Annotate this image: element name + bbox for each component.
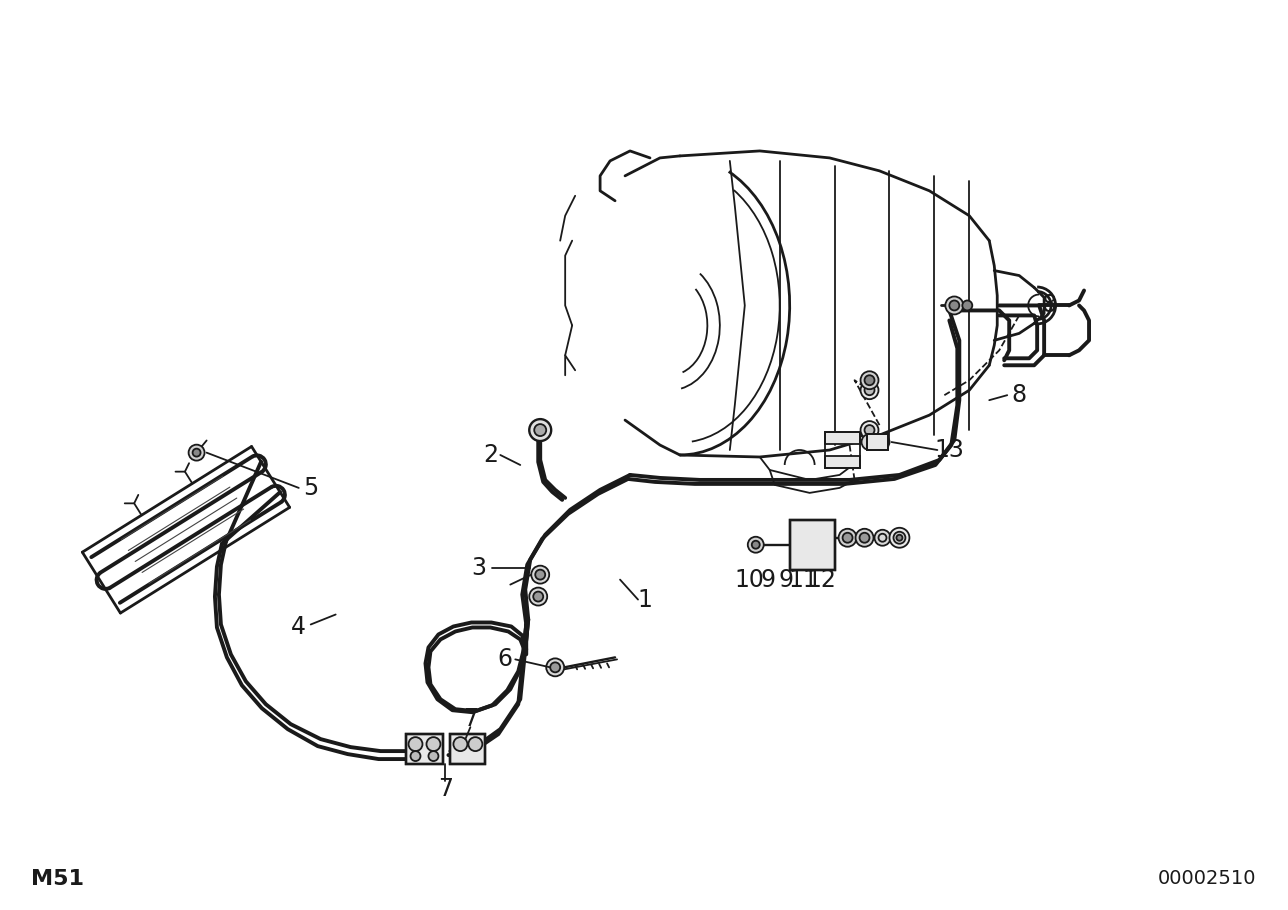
Text: 00002510: 00002510 [1158,869,1257,888]
Bar [867,434,889,450]
Circle shape [752,541,760,549]
Circle shape [426,737,440,751]
Circle shape [411,751,420,761]
Text: 8: 8 [1011,383,1027,407]
Text: 4: 4 [291,615,307,640]
Text: 3: 3 [471,556,486,580]
Text: 13: 13 [934,438,965,462]
Circle shape [429,751,438,761]
Circle shape [896,535,903,541]
Text: 7: 7 [438,777,453,801]
Text: 2: 2 [483,443,498,467]
Circle shape [535,424,546,436]
Circle shape [529,420,551,441]
Circle shape [949,300,960,310]
Circle shape [533,592,544,602]
Bar [867,434,889,450]
Text: M51: M51 [31,869,84,889]
Circle shape [748,537,764,552]
Bar [824,456,859,468]
Circle shape [862,434,877,450]
Circle shape [864,385,875,395]
Circle shape [453,737,468,751]
Bar [406,734,443,764]
Bar [790,520,835,570]
Bar [406,734,443,764]
Circle shape [193,449,201,457]
Circle shape [408,737,422,751]
Bar [451,734,486,764]
Bar [790,520,835,570]
Circle shape [469,737,482,751]
Circle shape [860,381,878,399]
Circle shape [860,371,878,389]
Text: 6: 6 [497,647,513,672]
Circle shape [550,662,560,672]
Circle shape [873,434,890,450]
Text: 7: 7 [462,707,478,732]
Circle shape [855,529,873,547]
Bar [824,432,859,444]
Circle shape [529,588,547,605]
Circle shape [536,570,545,580]
Text: 5: 5 [303,476,318,500]
Circle shape [864,375,875,385]
Circle shape [890,528,909,548]
Text: 9: 9 [778,568,793,592]
Circle shape [875,530,890,546]
Circle shape [859,532,869,542]
Bar [451,734,486,764]
Bar [824,432,859,468]
Text: 9: 9 [760,568,775,592]
Circle shape [531,566,549,583]
Text: 1: 1 [638,588,653,612]
Text: 12: 12 [806,568,836,592]
Circle shape [962,300,972,310]
Text: 11: 11 [788,568,819,592]
Circle shape [842,532,853,542]
Circle shape [945,297,963,315]
Circle shape [838,529,857,547]
Text: 10: 10 [735,568,765,592]
Circle shape [860,421,878,439]
Circle shape [546,658,564,676]
Circle shape [864,425,875,435]
Circle shape [188,445,205,460]
Circle shape [894,531,905,544]
Text: 8: 8 [1042,293,1056,318]
